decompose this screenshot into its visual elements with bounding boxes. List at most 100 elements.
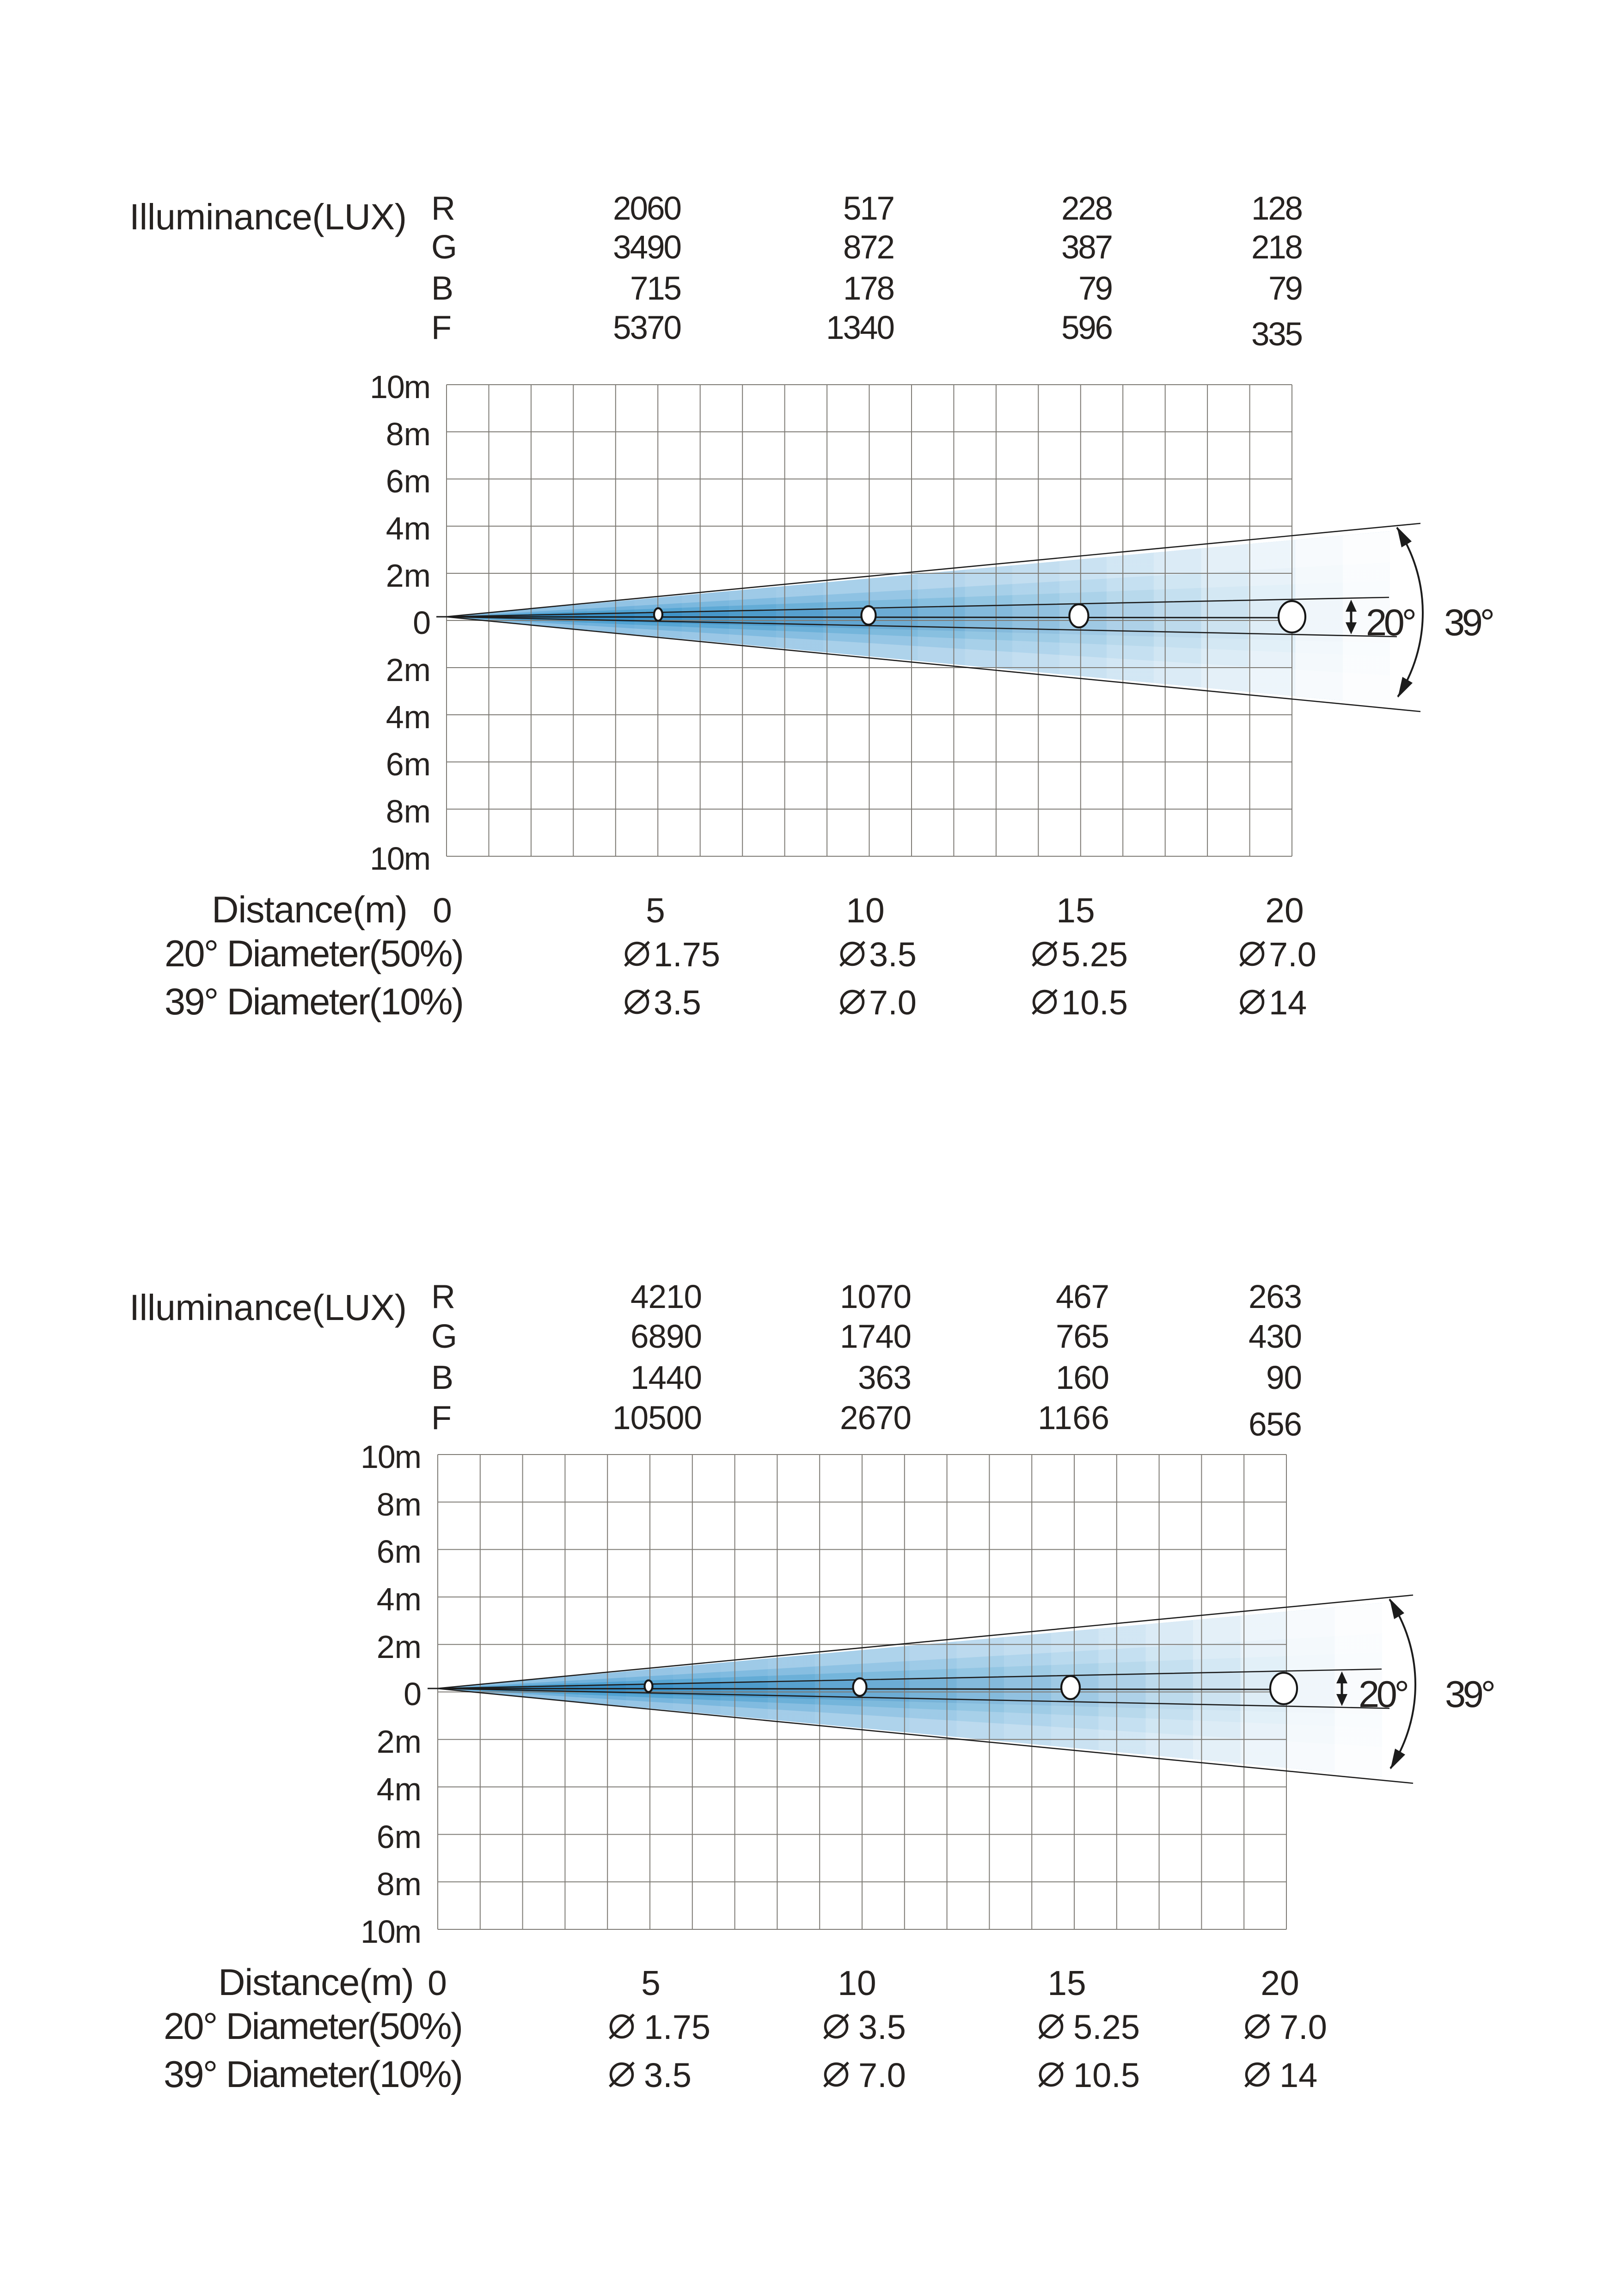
svg-text:79: 79 — [1268, 270, 1303, 307]
svg-text:8m: 8m — [386, 416, 431, 452]
svg-text:Distance(m): Distance(m) — [218, 1962, 414, 2003]
svg-text:Illuminance(LUX): Illuminance(LUX) — [129, 1287, 407, 1328]
svg-text:7.0: 7.0 — [1279, 2008, 1327, 2046]
svg-text:6m: 6m — [377, 1534, 422, 1570]
svg-text:263: 263 — [1249, 1279, 1302, 1315]
svg-text:1740: 1740 — [840, 1319, 912, 1355]
svg-text:3.5: 3.5 — [869, 935, 917, 974]
svg-text:3.5: 3.5 — [858, 2008, 906, 2046]
svg-text:B: B — [431, 270, 453, 307]
svg-text:596: 596 — [1061, 310, 1113, 346]
svg-text:2m: 2m — [377, 1724, 422, 1760]
svg-text:7.0: 7.0 — [1269, 935, 1316, 974]
svg-text:79: 79 — [1078, 270, 1113, 307]
svg-text:6m: 6m — [377, 1819, 422, 1855]
svg-text:10: 10 — [846, 891, 884, 930]
svg-text:430: 430 — [1249, 1319, 1302, 1355]
svg-text:F: F — [431, 309, 452, 346]
svg-text:228: 228 — [1061, 190, 1113, 227]
svg-text:1340: 1340 — [826, 310, 895, 346]
svg-text:4m: 4m — [377, 1771, 422, 1807]
svg-text:14: 14 — [1279, 2056, 1317, 2094]
svg-text:2m: 2m — [386, 558, 431, 594]
svg-text:872: 872 — [843, 229, 895, 266]
svg-text:5.25: 5.25 — [1073, 2008, 1140, 2046]
svg-text:715: 715 — [630, 270, 682, 307]
svg-text:20° Diameter(50%): 20° Diameter(50%) — [165, 933, 464, 975]
svg-text:4m: 4m — [386, 510, 431, 546]
svg-text:4m: 4m — [377, 1581, 422, 1617]
svg-text:10m: 10m — [370, 369, 431, 405]
svg-text:39°: 39° — [1444, 602, 1495, 644]
svg-text:1440: 1440 — [630, 1360, 702, 1396]
svg-text:335: 335 — [1251, 316, 1303, 353]
svg-text:765: 765 — [1056, 1319, 1109, 1355]
svg-text:387: 387 — [1061, 229, 1113, 266]
svg-text:6m: 6m — [386, 746, 431, 782]
svg-text:6m: 6m — [386, 463, 431, 499]
svg-text:1070: 1070 — [840, 1279, 912, 1315]
svg-text:10500: 10500 — [612, 1400, 702, 1437]
svg-text:G: G — [431, 1318, 457, 1355]
svg-text:178: 178 — [843, 270, 895, 307]
svg-text:2670: 2670 — [840, 1400, 912, 1437]
svg-text:3.5: 3.5 — [644, 2056, 692, 2094]
svg-text:B: B — [431, 1359, 453, 1396]
svg-text:128: 128 — [1251, 190, 1303, 227]
svg-text:R: R — [431, 1278, 455, 1315]
svg-text:39° Diameter(10%): 39° Diameter(10%) — [164, 2054, 463, 2095]
svg-text:15: 15 — [1056, 891, 1095, 930]
svg-text:10: 10 — [838, 1964, 876, 2002]
svg-text:8m: 8m — [377, 1866, 422, 1902]
svg-text:0: 0 — [404, 1676, 422, 1712]
svg-text:656: 656 — [1249, 1406, 1302, 1443]
svg-text:20°: 20° — [1366, 602, 1417, 644]
svg-text:R: R — [431, 190, 455, 227]
svg-text:15: 15 — [1047, 1964, 1086, 2002]
svg-text:F: F — [431, 1400, 452, 1437]
svg-text:4m: 4m — [386, 699, 431, 735]
svg-text:Illuminance(LUX): Illuminance(LUX) — [129, 196, 407, 237]
svg-text:7.0: 7.0 — [869, 983, 917, 1022]
svg-text:10m: 10m — [361, 1914, 422, 1950]
svg-text:20°: 20° — [1359, 1674, 1409, 1715]
svg-text:5: 5 — [641, 1964, 661, 2002]
svg-text:5: 5 — [646, 891, 665, 930]
svg-text:218: 218 — [1251, 229, 1303, 266]
svg-text:7.0: 7.0 — [858, 2056, 906, 2094]
svg-text:20° Diameter(50%): 20° Diameter(50%) — [164, 2006, 463, 2047]
svg-text:Distance(m): Distance(m) — [212, 889, 408, 931]
svg-text:20: 20 — [1265, 891, 1304, 930]
svg-text:10.5: 10.5 — [1073, 2056, 1140, 2094]
svg-text:160: 160 — [1056, 1360, 1109, 1396]
svg-text:6890: 6890 — [630, 1319, 702, 1355]
svg-text:10.5: 10.5 — [1061, 983, 1128, 1022]
svg-text:10m: 10m — [370, 841, 431, 877]
svg-text:2m: 2m — [386, 652, 431, 688]
svg-text:8m: 8m — [377, 1486, 422, 1522]
svg-text:0: 0 — [428, 1964, 447, 2002]
svg-text:517: 517 — [843, 190, 895, 227]
svg-text:10m: 10m — [361, 1439, 422, 1475]
svg-text:363: 363 — [858, 1360, 912, 1396]
svg-text:5370: 5370 — [613, 310, 682, 346]
svg-text:39° Diameter(10%): 39° Diameter(10%) — [165, 981, 464, 1023]
svg-text:1.75: 1.75 — [644, 2008, 710, 2046]
svg-text:467: 467 — [1056, 1279, 1109, 1315]
svg-text:1166: 1166 — [1038, 1400, 1109, 1437]
svg-text:1.75: 1.75 — [654, 935, 720, 974]
svg-text:39°: 39° — [1445, 1674, 1496, 1715]
svg-text:0: 0 — [433, 891, 452, 930]
svg-text:4210: 4210 — [630, 1279, 702, 1315]
svg-text:14: 14 — [1269, 983, 1307, 1022]
svg-text:3.5: 3.5 — [654, 983, 701, 1022]
svg-text:8m: 8m — [386, 793, 431, 829]
svg-text:3490: 3490 — [613, 229, 682, 266]
svg-text:90: 90 — [1266, 1360, 1302, 1396]
svg-text:G: G — [431, 229, 457, 266]
svg-text:2m: 2m — [377, 1629, 422, 1665]
svg-text:20: 20 — [1261, 1964, 1299, 2002]
svg-text:2060: 2060 — [613, 190, 682, 227]
svg-text:0: 0 — [413, 605, 431, 641]
svg-text:5.25: 5.25 — [1061, 935, 1128, 974]
